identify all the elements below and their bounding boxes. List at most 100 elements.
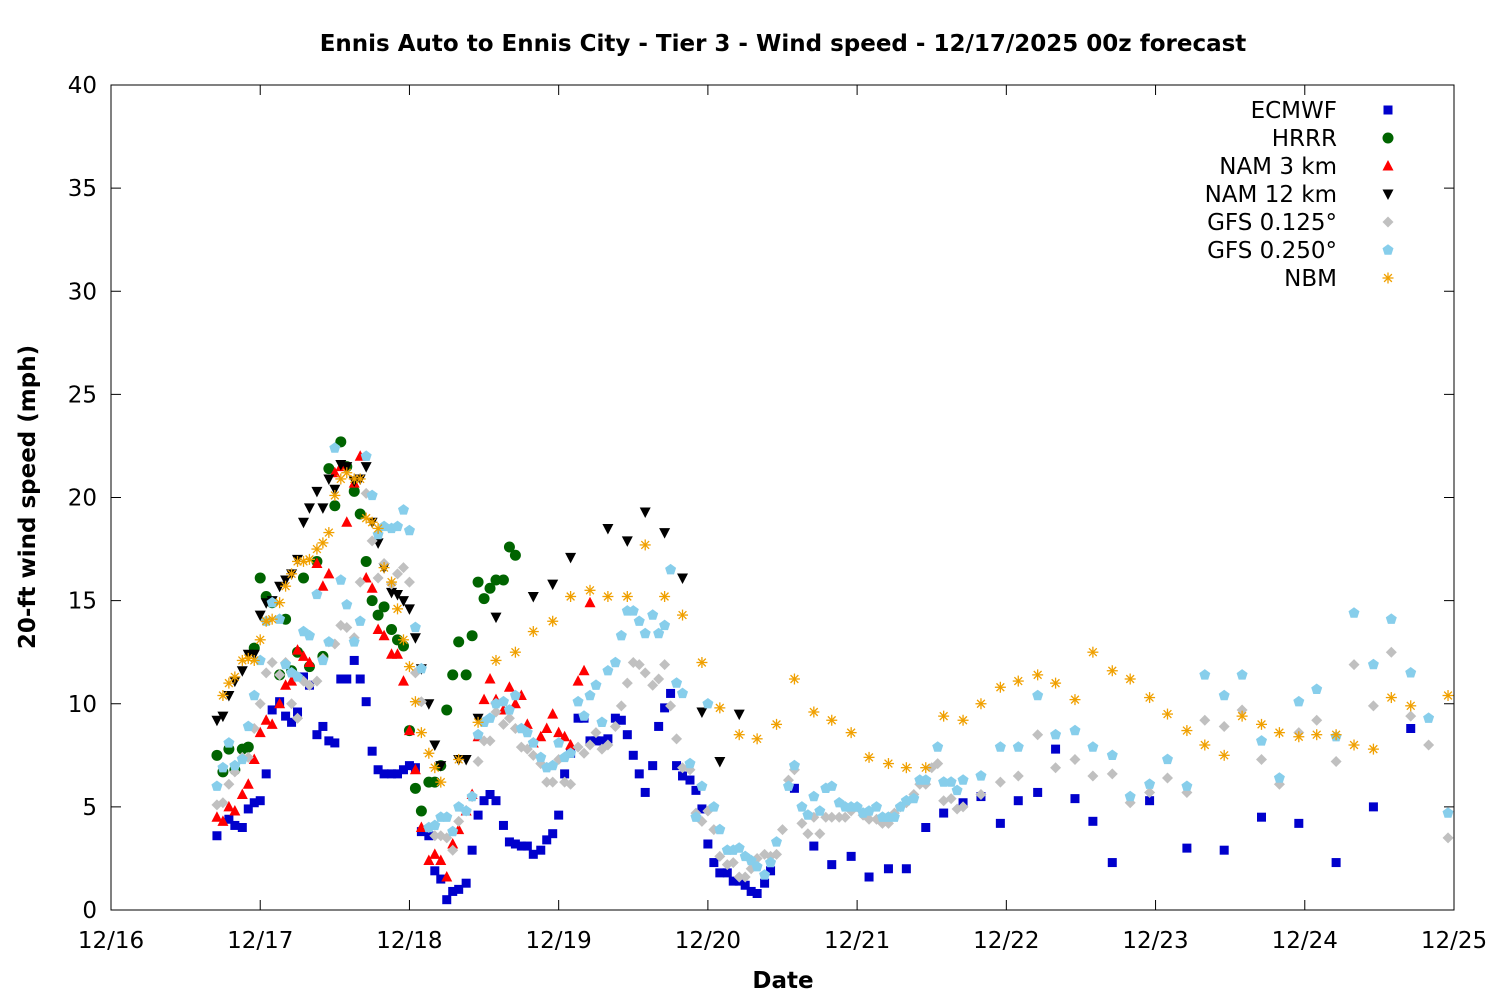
plot-area-border [110,84,1455,911]
data-point-ecmwf [479,796,489,806]
data-point-gfs-0-125 [547,776,559,788]
data-point-gfs-0-125 [957,801,969,813]
data-point-ecmwf [666,688,676,698]
data-point-nbm [280,580,292,592]
data-point-gfs-0-250 [565,747,577,758]
data-point-ecmwf [766,866,776,876]
data-point-hrrr [509,549,521,561]
data-point-gfs-0-125 [453,815,465,827]
data-point-gfs-0-250 [366,489,378,501]
data-point-nbm [1442,690,1454,701]
x-tick-label: 12/25 [1421,928,1487,954]
data-point-ecmwf [697,804,707,814]
data-point-ecmwf [224,814,234,824]
data-point-gfs-0-250 [1405,667,1417,678]
data-point-hrrr [409,782,421,794]
data-point-nbm [938,710,950,722]
data-point-ecmwf [1257,812,1267,822]
data-point-gfs-0-250 [229,759,241,771]
data-point-nbm [423,747,435,759]
data-point-ecmwf [709,858,719,868]
data-point-hrrr [447,669,459,681]
data-point-gfs-0-125 [429,830,441,842]
data-point-ecmwf [548,829,558,839]
data-point-nbm [392,603,404,615]
data-point-gfs-0-250 [1106,749,1118,760]
data-point-gfs-0-125 [541,776,553,788]
data-point-nam-12-km [602,523,614,535]
data-point-gfs-0-250 [1032,689,1044,701]
data-point-gfs-0-250 [1273,772,1285,783]
data-point-gfs-0-250 [945,776,957,787]
data-point-ecmwf [640,787,650,797]
data-point-gfs-0-250 [1218,689,1230,701]
data-point-gfs-0-250 [677,687,688,699]
data-point-nbm [303,553,315,565]
data-point-nam-12-km [303,503,315,514]
data-point-hrrr [329,500,341,512]
data-point-nbm [1124,673,1136,685]
data-point-gfs-0-250 [920,774,932,785]
data-point-nam-3-km [441,871,453,882]
chart-title: Ennis Auto to Ennis City - Tier 3 - Wind… [320,31,1247,57]
data-point-gfs-0-125 [1199,714,1211,726]
data-point-nam-12-km [565,552,577,564]
data-point-ecmwf [1088,816,1098,826]
data-point-ecmwf [610,713,620,723]
data-point-gfs-0-250 [765,856,777,868]
data-point-gfs-0-250 [783,780,794,791]
data-point-nbm [360,512,372,524]
series-nam-3-km [211,450,596,882]
data-point-nam-12-km [527,592,539,603]
data-point-ecmwf [516,841,526,851]
data-point-ecmwf [312,730,322,740]
data-point-gfs-0-250 [788,759,800,771]
data-point-nbm [994,681,1006,693]
data-point-ecmwf [491,796,501,806]
data-point-nam-3-km [254,726,266,738]
data-point-nam-3-km [211,811,223,822]
data-point-gfs-0-250 [932,741,944,752]
data-point-nbm [378,562,390,574]
data-point-gfs-0-125 [484,735,496,747]
data-point-gfs-0-250 [647,609,659,620]
y-axis: 0 5 10 15 20 25 30 35 40 [68,73,1454,924]
data-point-ecmwf [522,841,532,851]
data-point-nbm [1032,669,1044,681]
data-point-gfs-0-125 [254,698,266,710]
data-point-gfs-0-125 [1330,756,1342,767]
data-point-gfs-0-250 [1181,780,1193,791]
data-point-ecmwf [430,866,440,876]
data-point-gfs-0-125 [372,572,384,584]
data-point-gfs-0-250 [745,854,757,866]
data-point-nbm [403,661,415,673]
data-point-ecmwf [746,886,756,896]
data-point-nam-12-km [392,589,404,601]
data-point-nbm [1161,708,1173,720]
data-point-gfs-0-250 [1311,683,1323,694]
data-point-nam-12-km [274,581,286,593]
series-layer [211,436,1454,905]
data-point-gfs-0-125 [733,871,745,883]
data-point-hrrr [453,636,465,648]
data-point-gfs-0-125 [1050,762,1062,774]
x-axis: 12/16 12/17 12/18 12/19 12/20 12/21 12/22 12/23… [78,85,1487,954]
data-point-hrrr [366,595,378,607]
data-point-ecmwf [485,790,495,799]
data-point-nbm [714,702,726,714]
data-point-nbm [771,718,783,730]
data-point-gfs-0-250 [826,780,838,791]
data-point-gfs-0-125 [796,817,808,829]
data-point-gfs-0-250 [609,656,621,668]
data-point-gfs-0-250 [771,836,782,847]
data-point-nam-12-km [639,507,651,518]
data-point-nam-3-km [547,708,559,719]
data-point-nbm [621,591,633,602]
data-point-gfs-0-250 [335,574,347,585]
data-point-gfs-0-250 [460,805,472,816]
data-point-nbm [863,751,875,763]
data-point-gfs-0-125 [671,733,683,745]
y-tick-label: 20 [68,486,97,512]
data-point-gfs-0-250 [503,704,515,715]
